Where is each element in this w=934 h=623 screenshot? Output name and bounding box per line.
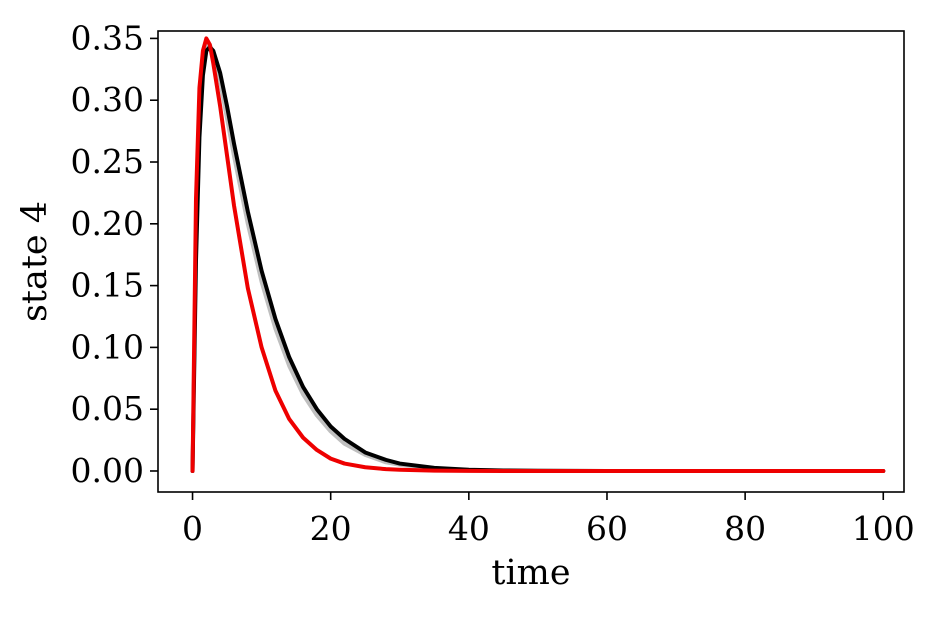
y-tick-label: 0.20 — [71, 204, 144, 243]
y-tick-label: 0.05 — [71, 389, 144, 428]
x-tick-label: 20 — [310, 509, 352, 548]
x-tick-label: 100 — [852, 509, 915, 548]
x-tick-label: 80 — [724, 509, 766, 548]
x-tick-label: 60 — [586, 509, 628, 548]
y-axis-title: state 4 — [15, 201, 55, 322]
y-tick-label: 0.35 — [71, 18, 144, 57]
plot-lines — [190, 36, 886, 473]
y-tick-label: 0.30 — [71, 80, 144, 119]
plot-frame — [157, 30, 905, 493]
y-axis-ticks: 0.00 0.05 0.10 0.15 0.20 0.25 0.30 0.35 — [71, 18, 158, 490]
series-line-3 — [190, 36, 886, 473]
x-axis-ticks: 0 20 40 60 80 100 — [182, 492, 915, 548]
series-line-2 — [190, 45, 886, 473]
y-tick-label: 0.15 — [71, 266, 144, 305]
series-line-1 — [190, 42, 886, 473]
y-tick-label: 0.25 — [71, 142, 144, 181]
x-tick-label: 0 — [182, 509, 203, 548]
y-tick-label: 0.00 — [71, 451, 144, 490]
y-tick-label: 0.10 — [71, 327, 144, 366]
x-tick-label: 40 — [448, 509, 490, 548]
x-axis-title: time — [491, 553, 570, 593]
